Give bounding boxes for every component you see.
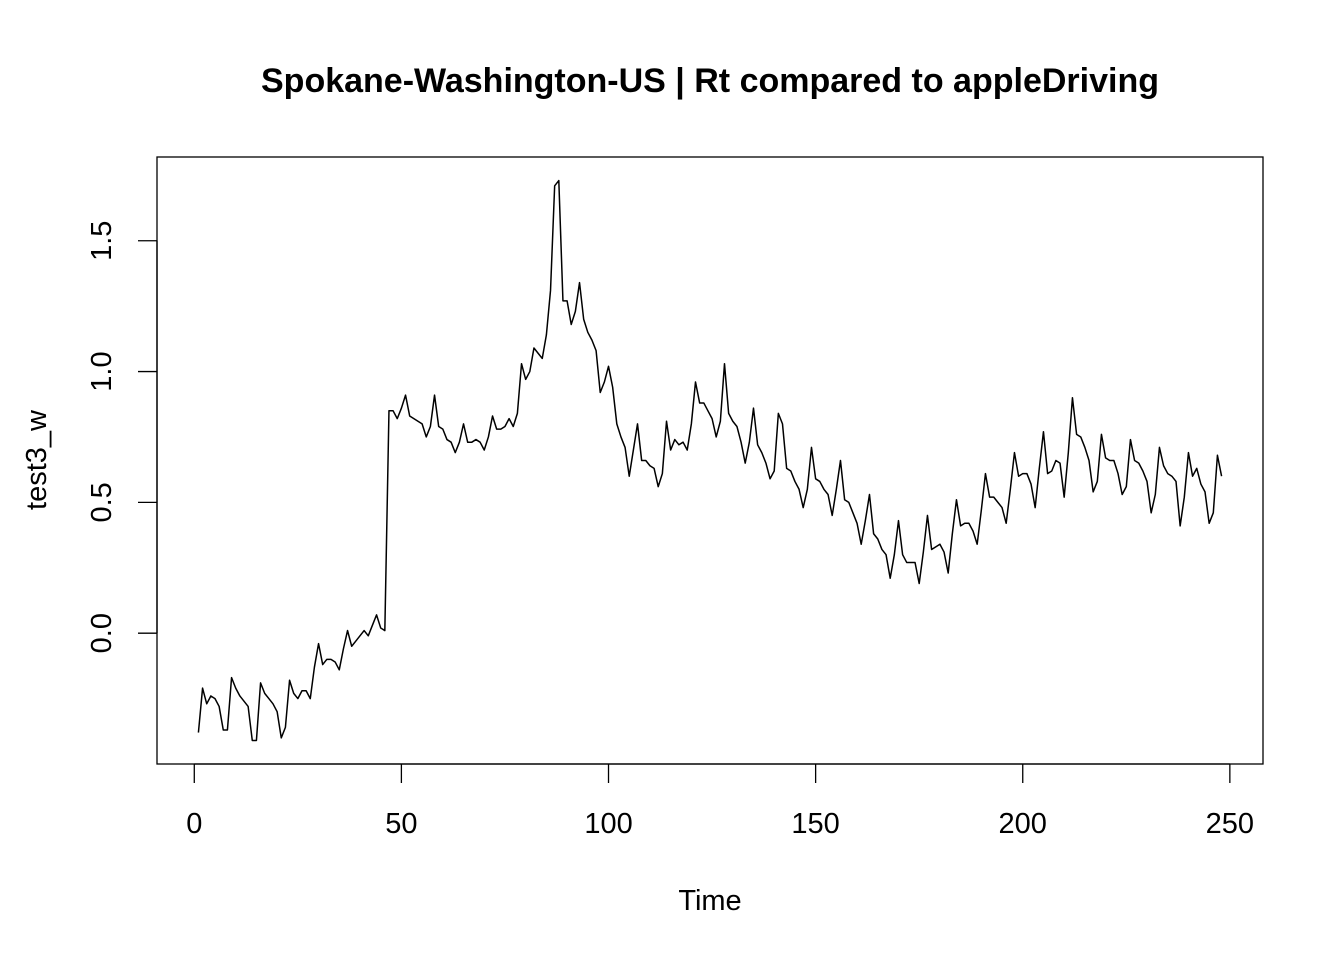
x-tick-label: 200 <box>999 808 1047 840</box>
y-tick-label: 0.0 <box>86 613 118 653</box>
x-tick-label: 50 <box>385 808 417 840</box>
x-tick-label: 250 <box>1206 808 1254 840</box>
y-axis: 0.0 0.5 1.0 1.5 <box>86 221 158 653</box>
y-axis-label: test3_w <box>21 409 53 510</box>
x-tick-label: 100 <box>584 808 632 840</box>
y-tick-label: 0.5 <box>86 482 118 522</box>
y-tick-label: 1.5 <box>86 221 118 261</box>
series-line <box>197 179 1223 742</box>
series-layer <box>197 179 1223 742</box>
y-tick-label: 1.0 <box>86 351 118 391</box>
x-tick-label: 150 <box>791 808 839 840</box>
x-axis: 0 50 100 150 200 250 <box>186 763 1254 840</box>
x-tick-label: 0 <box>186 808 202 840</box>
x-axis-label: Time <box>678 885 741 917</box>
plot-frame <box>156 156 1264 765</box>
chart-title: Spokane-Washington-US | Rt compared to a… <box>261 62 1159 100</box>
